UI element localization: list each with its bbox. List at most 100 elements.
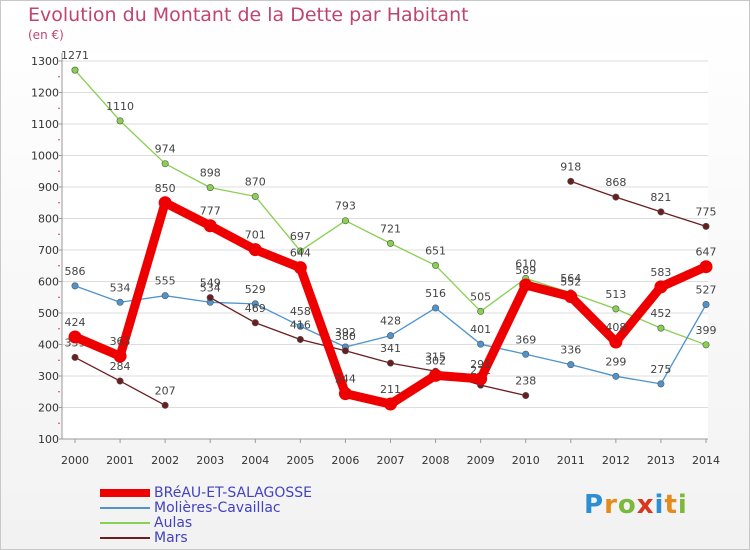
x-tick-label: 2010 <box>512 454 540 467</box>
data-point-br-au-et-salagosse <box>519 278 533 292</box>
data-point-moli-res-cavaillac <box>477 340 485 348</box>
data-point-br-au-et-salagosse <box>158 196 172 210</box>
data-label-br-au-et-salagosse: 589 <box>515 264 536 277</box>
data-label-aulas: 898 <box>200 167 221 180</box>
data-point-moli-res-cavaillac <box>296 322 304 330</box>
y-tick-label: 1000 <box>31 150 59 163</box>
data-point-moli-res-cavaillac <box>567 361 575 369</box>
data-label-mars-b: 315 <box>425 350 446 363</box>
data-point-aulas <box>386 239 394 247</box>
x-tick-label: 2014 <box>692 454 720 467</box>
data-point-moli-res-cavaillac <box>251 300 259 308</box>
data-point-mars-b <box>296 335 304 343</box>
data-label-mars-b: 238 <box>515 375 536 388</box>
data-point-moli-res-cavaillac <box>702 300 710 308</box>
data-point-moli-res-cavaillac <box>522 350 530 358</box>
data-label-moli-res-cavaillac: 516 <box>425 287 446 300</box>
y-tick-label: 300 <box>38 370 59 383</box>
data-point-br-au-et-salagosse <box>429 368 443 382</box>
data-label-br-au-et-salagosse: 291 <box>470 358 491 371</box>
data-point-aulas <box>432 261 440 269</box>
data-point-br-au-et-salagosse <box>113 349 127 363</box>
data-label-br-au-et-salagosse: 424 <box>65 316 86 329</box>
data-point-mars <box>657 208 665 216</box>
data-point-moli-res-cavaillac <box>612 372 620 380</box>
data-label-br-au-et-salagosse: 302 <box>425 354 446 367</box>
x-tick-label: 2005 <box>286 454 314 467</box>
data-point-moli-res-cavaillac <box>116 298 124 306</box>
data-label-mars-b: 380 <box>335 330 356 343</box>
data-label-aulas: 1110 <box>106 100 134 113</box>
y-tick-label: 800 <box>38 213 59 226</box>
data-label-aulas: 513 <box>605 288 626 301</box>
y-tick-label: 900 <box>38 181 59 194</box>
data-point-aulas <box>206 184 214 192</box>
data-label-mars-b: 341 <box>380 342 401 355</box>
x-tick-label: 2007 <box>377 454 405 467</box>
data-label-br-au-et-salagosse: 244 <box>335 373 356 386</box>
data-label-aulas: 651 <box>425 244 446 257</box>
data-label-mars: 775 <box>696 205 717 218</box>
data-label-moli-res-cavaillac: 586 <box>65 265 86 278</box>
data-point-br-au-et-salagosse <box>474 372 488 386</box>
data-label-moli-res-cavaillac: 458 <box>290 305 311 318</box>
data-point-br-au-et-salagosse <box>203 219 217 233</box>
data-label-moli-res-cavaillac: 336 <box>560 344 581 357</box>
data-point-br-au-et-salagosse <box>654 280 668 294</box>
data-point-mars <box>702 222 710 230</box>
data-label-moli-res-cavaillac: 428 <box>380 315 401 328</box>
data-point-moli-res-cavaillac <box>657 380 665 388</box>
data-label-aulas: 505 <box>470 290 491 303</box>
data-label-br-au-et-salagosse: 701 <box>245 229 266 242</box>
x-tick-label: 2001 <box>106 454 134 467</box>
y-tick-label: 500 <box>38 307 59 320</box>
data-point-aulas <box>341 217 349 225</box>
data-label-moli-res-cavaillac: 555 <box>155 275 176 288</box>
data-label-aulas: 1271 <box>61 49 89 62</box>
data-point-moli-res-cavaillac <box>161 292 169 300</box>
y-tick-label: 1200 <box>31 87 59 100</box>
data-label-moli-res-cavaillac: 369 <box>515 333 536 346</box>
x-tick-label: 2003 <box>196 454 224 467</box>
y-tick-label: 600 <box>38 276 59 289</box>
y-tick-label: 1100 <box>31 118 59 131</box>
x-tick-label: 2004 <box>241 454 269 467</box>
x-tick-label: 2009 <box>467 454 495 467</box>
data-label-mars: 918 <box>560 160 581 173</box>
plot-area <box>62 53 708 439</box>
x-tick-label: 2011 <box>557 454 585 467</box>
legend-label-molieres: Molières-Cavaillac <box>154 500 281 516</box>
data-label-aulas: 452 <box>650 307 671 320</box>
legend-label-mars: Mars <box>154 530 188 546</box>
data-label-br-au-et-salagosse: 408 <box>605 321 626 334</box>
data-point-moli-res-cavaillac <box>432 304 440 312</box>
data-label-mars: 207 <box>155 384 176 397</box>
data-point-br-au-et-salagosse <box>248 243 262 257</box>
x-tick-label: 2013 <box>647 454 675 467</box>
data-label-br-au-et-salagosse: 850 <box>155 182 176 195</box>
data-label-mars: 868 <box>605 176 626 189</box>
data-label-mars-b: 469 <box>245 302 266 315</box>
data-label-aulas: 697 <box>290 230 311 243</box>
chart-title: Evolution du Montant de la Dette par Hab… <box>28 4 469 26</box>
data-label-aulas: 870 <box>245 175 266 188</box>
data-point-br-au-et-salagosse <box>609 335 623 349</box>
legend-swatch-molieres <box>100 507 150 509</box>
x-tick-label: 2006 <box>331 454 359 467</box>
x-tick-label: 2012 <box>602 454 630 467</box>
y-tick-label: 200 <box>38 402 59 415</box>
data-point-br-au-et-salagosse <box>68 330 82 344</box>
legend-swatch-breau <box>100 489 150 497</box>
data-point-aulas <box>702 341 710 349</box>
x-tick-label: 2002 <box>151 454 179 467</box>
data-label-br-au-et-salagosse: 644 <box>290 247 311 260</box>
data-label-br-au-et-salagosse: 647 <box>696 246 717 259</box>
x-tick-label: 2008 <box>422 454 450 467</box>
data-point-aulas <box>612 305 620 313</box>
data-label-moli-res-cavaillac: 534 <box>110 281 131 294</box>
data-label-mars-b: 549 <box>200 277 221 290</box>
data-point-br-au-et-salagosse <box>564 290 578 304</box>
data-point-aulas <box>477 307 485 315</box>
series-line-mars-b <box>209 296 527 397</box>
